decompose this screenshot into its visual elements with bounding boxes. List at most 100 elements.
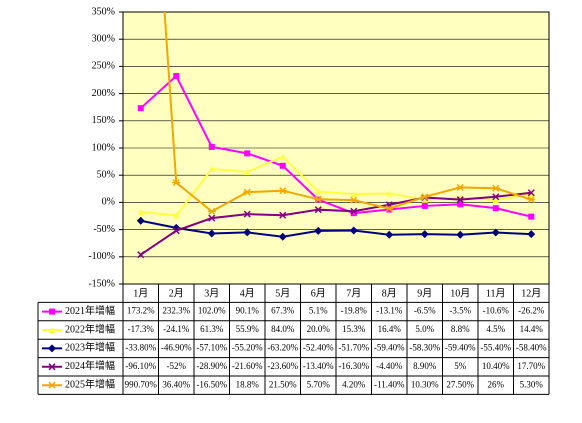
- marker: [243, 228, 252, 237]
- series-line: [140, 219, 532, 238]
- marker: [314, 206, 322, 214]
- y-tick-label: 0%: [102, 197, 115, 208]
- marker: [48, 344, 56, 353]
- x-tick-label: 10月: [450, 287, 470, 299]
- x-tick-label: 12月: [521, 287, 541, 299]
- table-cell: 16.4%: [378, 324, 402, 334]
- table-cell: 4.20%: [342, 379, 366, 389]
- table-cell: 990.70%: [125, 379, 158, 389]
- table-cell: -17.3%: [128, 324, 155, 334]
- marker: [173, 212, 180, 219]
- table-cell: -21.60%: [232, 361, 263, 371]
- table-cell: -52.40%: [303, 342, 334, 352]
- marker: [421, 196, 428, 203]
- table-cell: 5.30%: [520, 379, 544, 389]
- marker: [527, 189, 535, 197]
- table-cell: 18.8%: [236, 379, 260, 389]
- marker: [137, 251, 145, 259]
- table-cell: -51.70%: [338, 342, 369, 352]
- marker: [528, 213, 535, 220]
- marker: [385, 230, 394, 239]
- table-cell: -63.20%: [267, 342, 298, 352]
- x-tick-label: 1月: [133, 287, 148, 299]
- table-cell: -55.40%: [480, 342, 511, 352]
- marker: [492, 196, 499, 203]
- marker: [208, 214, 216, 222]
- marker: [456, 230, 465, 239]
- marker: [172, 179, 181, 187]
- table-cell: -55.20%: [232, 342, 263, 352]
- y-tick-label: -100%: [88, 251, 115, 262]
- table-cell: 4.5%: [486, 324, 505, 334]
- y-tick-label: 250%: [92, 61, 115, 72]
- table-cell: 5.0%: [415, 324, 434, 334]
- marker: [386, 190, 393, 197]
- marker: [527, 230, 536, 239]
- table-cell: 21.50%: [269, 379, 297, 389]
- legend-label: 2024年增幅: [65, 359, 115, 372]
- y-tick-label: 150%: [92, 115, 115, 126]
- marker: [421, 202, 428, 209]
- table-cell: 10.40%: [482, 361, 510, 371]
- table-cell: 5%: [454, 361, 467, 371]
- marker: [314, 195, 323, 203]
- y-tick-label: -150%: [88, 278, 115, 289]
- marker: [48, 381, 56, 389]
- marker: [244, 168, 251, 175]
- table-cell: -19.8%: [341, 306, 368, 316]
- table-cell: 102.0%: [198, 306, 226, 316]
- marker: [491, 184, 500, 192]
- marker: [279, 211, 287, 219]
- table-cell: -58.40%: [516, 342, 547, 352]
- table-cell: -16.30%: [338, 361, 369, 371]
- marker: [456, 183, 465, 191]
- marker: [207, 207, 216, 215]
- x-tick-label: 9月: [417, 287, 432, 299]
- table-cell: 27.50%: [446, 379, 474, 389]
- x-tick-label: 2月: [169, 287, 184, 299]
- table-cell: 36.40%: [162, 379, 190, 389]
- table-cell: -46.90%: [161, 342, 192, 352]
- marker: [528, 191, 535, 198]
- legend-label: 2022年增幅: [65, 322, 115, 335]
- marker: [137, 208, 144, 215]
- table-cell: 173.2%: [127, 306, 155, 316]
- table-cell: 10.30%: [411, 379, 439, 389]
- x-tick-label: 11月: [486, 287, 506, 299]
- y-tick-label: -50%: [93, 224, 115, 235]
- x-tick-label: 8月: [382, 287, 397, 299]
- marker: [208, 143, 215, 150]
- table-cell: -26.2%: [518, 306, 545, 316]
- marker: [172, 227, 180, 235]
- marker: [207, 229, 216, 238]
- marker: [243, 210, 251, 218]
- table-cell: -11.40%: [374, 379, 405, 389]
- table-cell: -59.40%: [445, 342, 476, 352]
- marker: [527, 195, 536, 204]
- table-cell: -52%: [167, 361, 187, 371]
- marker: [350, 207, 358, 215]
- series-line: [140, 191, 532, 256]
- table-cell: -59.40%: [374, 342, 405, 352]
- table-cell: 232.3%: [162, 306, 190, 316]
- y-tick-label: 100%: [92, 142, 115, 153]
- marker: [173, 73, 180, 80]
- marker: [243, 188, 252, 196]
- marker: [136, 216, 145, 225]
- table-cell: 8.90%: [413, 361, 437, 371]
- table-cell: 26%: [488, 379, 505, 389]
- x-tick-label: 3月: [204, 287, 219, 299]
- marker: [244, 150, 251, 157]
- marker: [457, 201, 464, 208]
- x-tick-label: 7月: [346, 287, 361, 299]
- table-cell: 14.4%: [520, 324, 544, 334]
- y-tick-label: 50%: [97, 169, 115, 180]
- table-cell: -24.1%: [163, 324, 190, 334]
- legend-label: 2021年增幅: [65, 304, 115, 317]
- table-cell: -13.40%: [303, 361, 334, 371]
- legend-label: 2025年增幅: [65, 377, 115, 390]
- marker: [49, 308, 55, 315]
- table-cell: -13.1%: [376, 306, 403, 316]
- series-line: [140, 155, 532, 217]
- marker: [137, 105, 144, 112]
